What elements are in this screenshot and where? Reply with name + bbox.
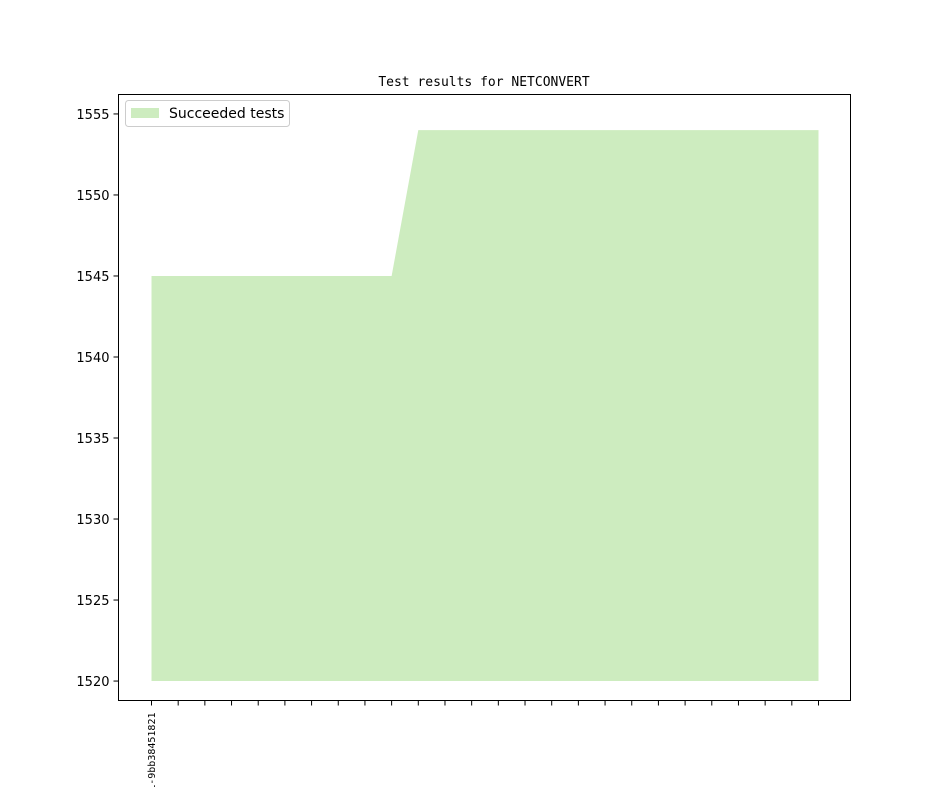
y-tick-label: 1555 [76,108,109,123]
legend: Succeeded tests [125,100,290,127]
legend-box [125,100,290,127]
chart-title: Test results for NETCONVERT [378,75,589,90]
y-tick-label: 1545 [76,270,109,285]
y-tick-label: 1525 [76,594,109,609]
legend-label-succeeded-tests: Succeeded tests [169,106,284,122]
area-series-succeeded-tests [151,130,819,682]
y-tick-label: 1520 [76,675,109,690]
y-tick-label: 1540 [76,351,109,366]
plot-area [151,130,819,682]
legend-swatch-succeeded-tests [131,108,159,118]
y-tick-label: 1535 [76,432,109,447]
plot-frame [118,94,851,701]
y-axis: 1520 1525 1530 1535 1540 1545 1550 1555 [76,108,119,690]
x-tick-label: L-9bb38451821 [147,713,158,787]
y-tick-label: 1530 [76,513,109,528]
y-tick-label: 1550 [76,189,109,204]
x-axis: L-9bb38451821 [147,700,819,787]
